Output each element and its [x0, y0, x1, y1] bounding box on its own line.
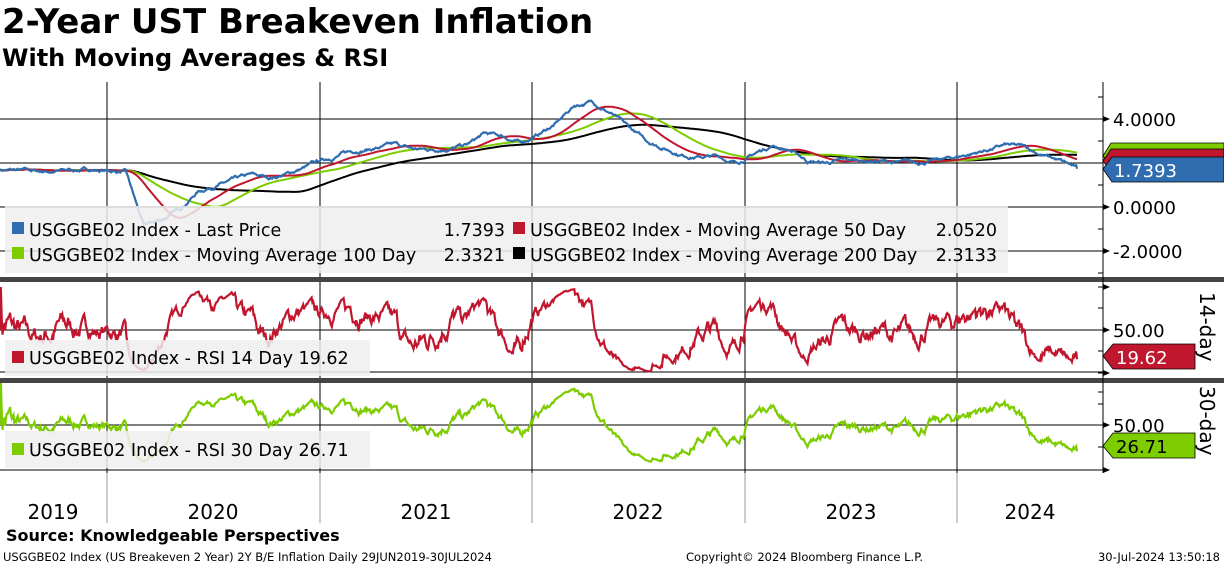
legend-swatch-last-price: [12, 222, 24, 234]
chart-subtitle: With Moving Averages & RSI: [2, 44, 389, 72]
x-tick-label: 2024: [1005, 500, 1056, 524]
x-tick-label: 2019: [28, 500, 79, 524]
legend-ma50-value: 2.0520: [936, 221, 997, 241]
x-tick-label: 2022: [613, 500, 664, 524]
x-tick-label: 2023: [826, 500, 877, 524]
y-tick-label: 50.00: [1113, 416, 1165, 437]
panel-divider[interactable]: [0, 378, 1224, 383]
rsi30-tag-label: 26.71: [1116, 437, 1168, 458]
rsi14-line: [0, 286, 1079, 373]
major-tick: [1103, 370, 1110, 376]
x-tick-label: 2021: [401, 500, 452, 524]
major-tick: [1103, 248, 1110, 254]
axis-ticks: [1098, 96, 1110, 473]
ma200-line: [0, 123, 1077, 193]
rsi14-legend-box: [5, 340, 370, 376]
panel-divider[interactable]: [0, 277, 1224, 282]
y-tick-label: -2.0000: [1113, 242, 1182, 263]
legend-swatch-ma100: [12, 247, 24, 259]
rsi14-tag-label: 19.62: [1116, 348, 1168, 369]
rsi30-value-tag: [1102, 432, 1196, 459]
y-tick-label: 50.00: [1113, 321, 1165, 342]
rsi30-panel-label: 30-day: [1195, 386, 1219, 456]
major-tick: [1103, 422, 1110, 428]
y-tick-label: 4.0000: [1113, 110, 1176, 131]
footer-timestamp: 30-Jul-2024 13:50:18: [1097, 550, 1220, 564]
legend-ma100-value: 2.3321: [444, 246, 505, 266]
legend-last-price: USGGBE02 Index - Last Price: [29, 221, 281, 241]
major-tick: [1103, 116, 1110, 122]
legend-ma100: USGGBE02 Index - Moving Average 100 Day: [29, 246, 416, 266]
legend-ma50: USGGBE02 Index - Moving Average 50 Day: [530, 221, 906, 241]
legend-swatch-rsi14: [12, 351, 24, 363]
major-tick: [1103, 284, 1110, 290]
legend-last-price-value: 1.7393: [444, 221, 505, 241]
major-tick: [1103, 327, 1110, 333]
source-note: Source: Knowledgeable Perspectives: [6, 526, 340, 545]
rsi30-legend-box: [5, 431, 370, 468]
legend-ma200: USGGBE02 Index - Moving Average 200 Day: [530, 246, 917, 266]
legend-swatch-ma50: [513, 222, 525, 234]
x-tick-label: 2020: [188, 500, 239, 524]
y-tick-label: 0.0000: [1113, 198, 1176, 219]
legend-rsi14: USGGBE02 Index - RSI 14 Day 19.62: [29, 349, 349, 369]
rsi30-line: [0, 379, 1079, 463]
major-tick: [1103, 204, 1110, 210]
footer-description: USGGBE02 Index (US Breakeven 2 Year) 2Y …: [3, 550, 492, 564]
footer-copyright: Copyright© 2024 Bloomberg Finance L.P.: [686, 550, 923, 564]
rsi14-value-tag: [1102, 343, 1196, 370]
last-price-value-tag: [1102, 156, 1224, 183]
last-price-tag-label: 1.7393: [1114, 161, 1177, 182]
legend-swatch-ma200: [513, 247, 525, 259]
chart-title: 2-Year UST Breakeven Inflation: [2, 2, 594, 42]
legend-rsi30: USGGBE02 Index - RSI 30 Day 26.71: [29, 441, 349, 461]
major-tick: [1103, 467, 1110, 473]
legend-swatch-rsi30: [12, 443, 24, 455]
legend-ma200-value: 2.3133: [936, 246, 997, 266]
price-legend-box: [5, 206, 1008, 273]
rsi14-panel-label: 14-day: [1195, 292, 1219, 362]
